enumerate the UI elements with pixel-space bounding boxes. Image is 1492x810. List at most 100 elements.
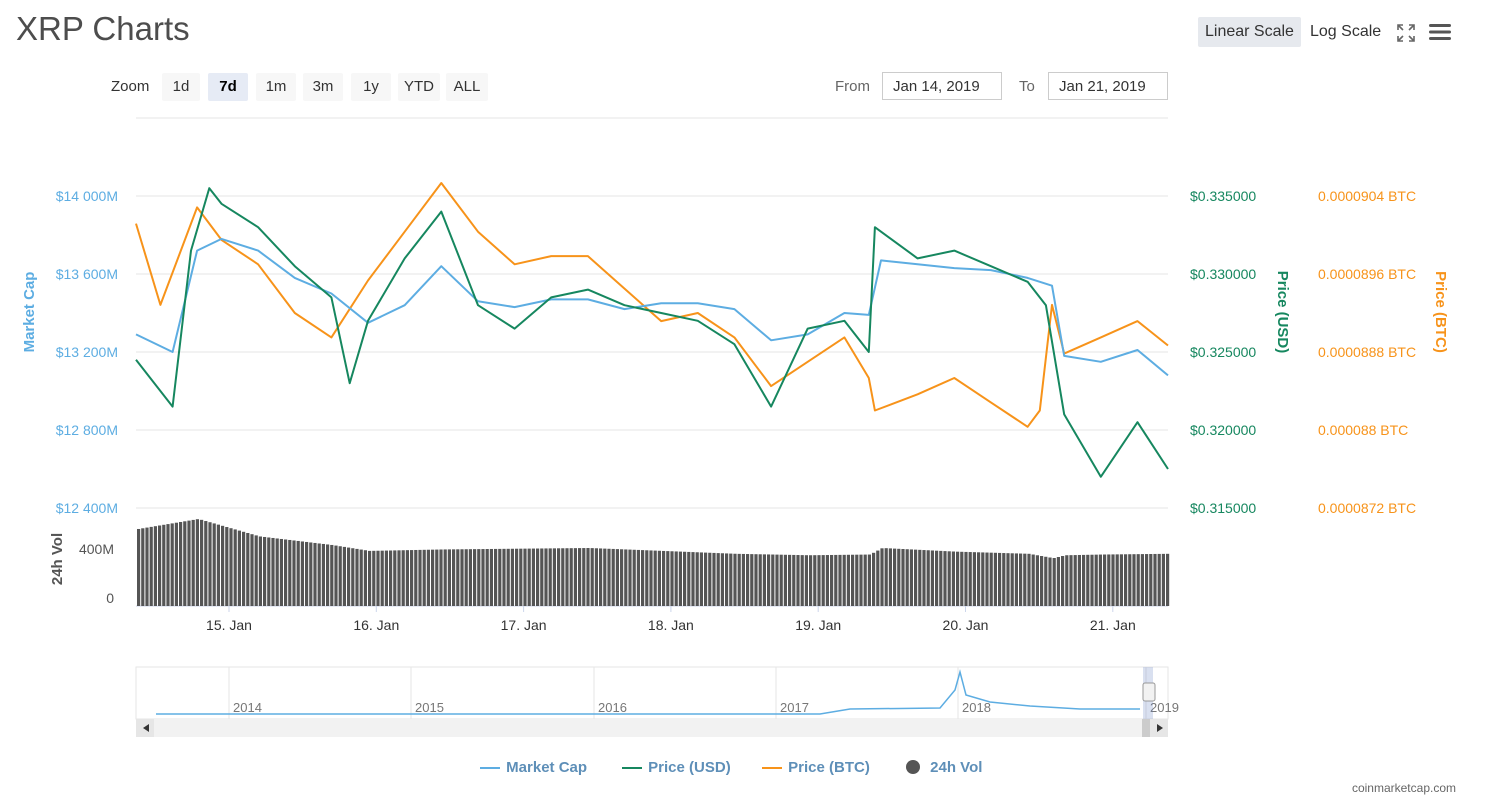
- volume-bar: [586, 548, 590, 606]
- volume-bar: [649, 550, 653, 606]
- volume-bar: [867, 554, 871, 606]
- volume-bar: [426, 549, 430, 606]
- hamburger-menu-icon[interactable]: [1428, 22, 1452, 42]
- from-label: From: [835, 78, 870, 95]
- market-cap-axis: $14 000M $13 600M $13 200M $12 800M $12 400M: [56, 188, 118, 516]
- volume-bar: [821, 555, 825, 606]
- x-tick-label: 20. Jan: [943, 617, 989, 633]
- volume-bar: [758, 554, 762, 606]
- navigator-market-cap-line: [156, 669, 1140, 715]
- volume-bar: [536, 548, 540, 606]
- price-btc-tick: 0.0000872 BTC: [1318, 500, 1416, 516]
- volume-bar: [935, 550, 939, 606]
- volume-bar: [569, 548, 573, 606]
- price-usd-line: [135, 187, 1169, 478]
- volume-bar: [494, 548, 498, 606]
- navigator-handle[interactable]: [1142, 682, 1156, 702]
- volume-bar: [561, 548, 565, 606]
- volume-bar: [741, 553, 745, 606]
- volume-bar: [187, 520, 191, 606]
- volume-bar: [1056, 557, 1060, 606]
- volume-bar: [1002, 553, 1006, 606]
- volume-bar: [347, 547, 351, 606]
- legend-item-24h-vol[interactable]: 24h Vol: [904, 755, 982, 781]
- x-tick-label: 16. Jan: [353, 617, 399, 633]
- legend-item-market-cap[interactable]: Market Cap: [480, 755, 587, 781]
- zoom-1m-button[interactable]: 1m: [256, 73, 296, 101]
- fullscreen-icon[interactable]: [1396, 23, 1416, 43]
- navigator-year-label: 2019: [1150, 700, 1179, 715]
- volume-bar: [859, 554, 863, 606]
- zoom-3m-button[interactable]: 3m: [303, 73, 343, 101]
- volume-bar: [473, 549, 477, 606]
- volume-bar: [888, 548, 892, 606]
- volume-bar: [615, 549, 619, 606]
- navigator[interactable]: 2014 2015 2016 2017 2018 2019: [135, 666, 1179, 737]
- volume-bar: [951, 551, 955, 606]
- credit-link[interactable]: coinmarketcap.com: [1351, 781, 1456, 795]
- volume-bar: [981, 552, 985, 606]
- volume-bar: [620, 549, 624, 606]
- volume-bar: [254, 535, 258, 606]
- volume-bar: [225, 527, 229, 606]
- to-date-input[interactable]: [1048, 72, 1168, 100]
- volume-bar: [653, 550, 657, 606]
- volume-bar: [1019, 553, 1023, 606]
- volume-bar: [662, 550, 666, 606]
- zoom-all-button[interactable]: ALL: [446, 73, 488, 101]
- volume-bar: [460, 549, 464, 606]
- navigator-scrollbar[interactable]: [136, 719, 1168, 737]
- volume-bar: [1094, 554, 1098, 606]
- volume-bar: [641, 550, 645, 606]
- legend-item-price-btc[interactable]: Price (BTC): [762, 755, 870, 781]
- legend-item-price-usd[interactable]: Price (USD): [622, 755, 731, 781]
- volume-bar: [242, 531, 246, 606]
- series-lines: [135, 182, 1169, 478]
- market-cap-tick: $13 200M: [56, 344, 118, 360]
- price-usd-tick: $0.315000: [1190, 500, 1256, 516]
- volume-bar: [1103, 554, 1107, 606]
- volume-bar: [712, 552, 716, 606]
- zoom-1d-button[interactable]: 1d: [162, 73, 200, 101]
- navigator-year-label: 2015: [415, 700, 444, 715]
- volume-bar: [893, 548, 897, 606]
- volume-bar: [1161, 553, 1165, 606]
- volume-bar: [939, 550, 943, 606]
- volume-bar: [1082, 554, 1086, 606]
- volume-bar: [292, 540, 296, 606]
- zoom-1y-button[interactable]: 1y: [351, 73, 391, 101]
- from-date-input[interactable]: [882, 72, 1002, 100]
- legend-label-market-cap: Market Cap: [506, 759, 588, 776]
- zoom-ytd-button[interactable]: YTD: [398, 73, 440, 101]
- volume-bar: [603, 548, 607, 606]
- volume-bar: [527, 548, 531, 606]
- market-cap-tick: $12 800M: [56, 422, 118, 438]
- volume-bar: [695, 552, 699, 606]
- zoom-7d-button[interactable]: 7d: [208, 73, 248, 101]
- scrollbar-thumb[interactable]: [1142, 719, 1150, 737]
- volume-bar: [771, 554, 775, 606]
- volume-bar: [607, 548, 611, 606]
- price-usd-tick: $0.330000: [1190, 266, 1256, 282]
- log-scale-button[interactable]: Log Scale: [1310, 23, 1382, 40]
- chart-legend: Market Cap Price (USD) Price (BTC) 24h V…: [0, 755, 1492, 781]
- volume-bar: [179, 522, 183, 606]
- linear-scale-button[interactable]: Linear Scale: [1198, 17, 1301, 47]
- volume-bar: [552, 548, 556, 606]
- volume-bar: [137, 528, 141, 606]
- volume-bar: [573, 548, 577, 606]
- volume-bar: [489, 548, 493, 606]
- price-usd-legend-line-icon: [622, 767, 642, 769]
- volume-bar: [540, 548, 544, 606]
- xrp-chart[interactable]: Market Cap Price (USD) Price (BTC) 24h V…: [0, 0, 1492, 750]
- volume-bar: [993, 552, 997, 606]
- volume-bar: [410, 550, 414, 606]
- volume-bar: [1040, 556, 1044, 606]
- volume-bar: [1149, 554, 1153, 606]
- volume-bar: [767, 554, 771, 606]
- volume-bar: [258, 536, 262, 606]
- volume-bar: [884, 548, 888, 606]
- volume-bar: [305, 541, 309, 606]
- volume-bar: [439, 549, 443, 606]
- volume-bar: [1136, 554, 1140, 606]
